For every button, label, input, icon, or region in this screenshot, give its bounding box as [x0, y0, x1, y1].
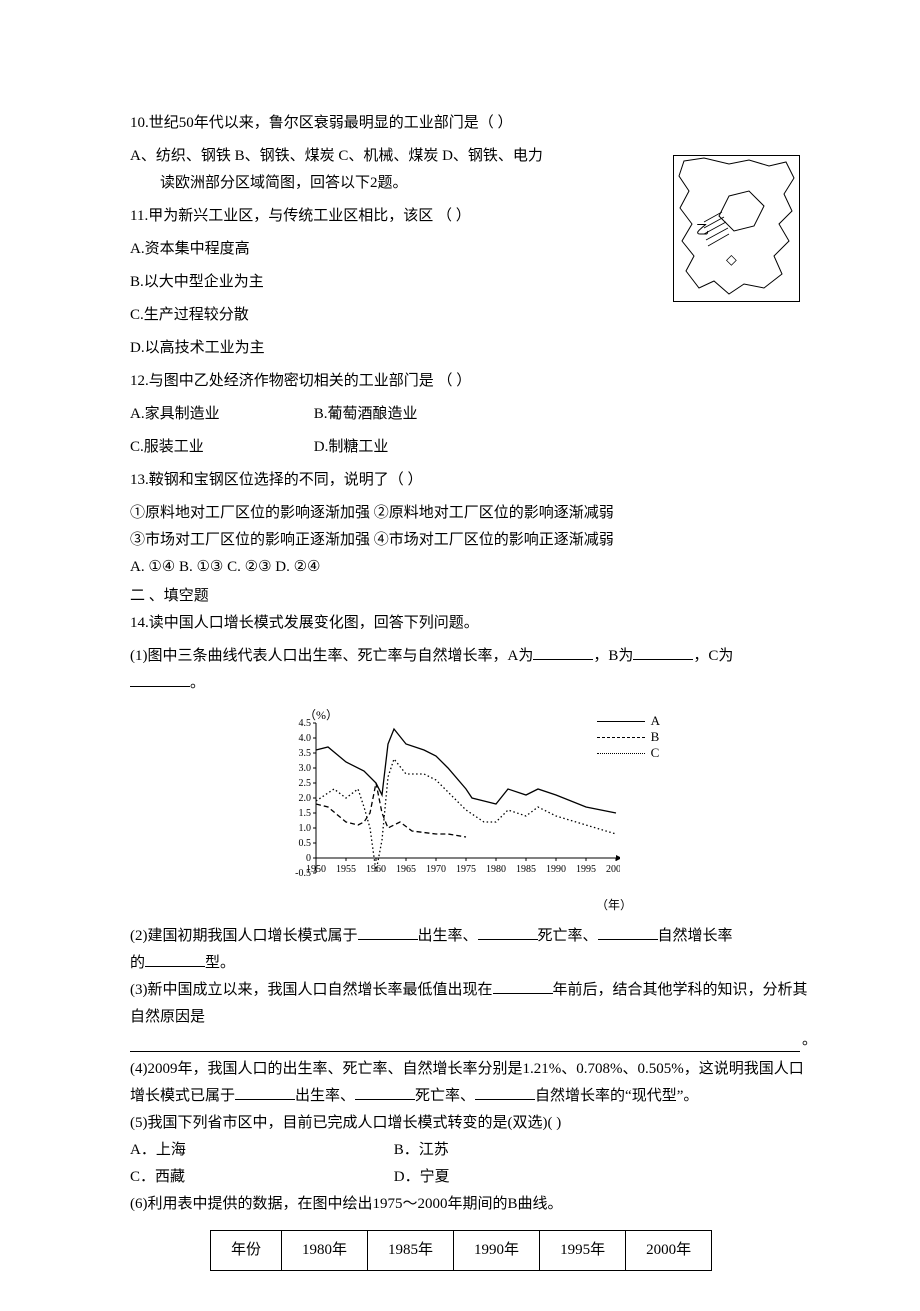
svg-text:1.0: 1.0 [299, 823, 312, 834]
chart-svg: （%）4.54.03.53.02.52.01.51.00.50-0.519501… [280, 707, 620, 897]
blank[interactable] [478, 924, 538, 940]
legend-line-a-icon [597, 721, 645, 722]
table-row: 年份 1980年 1985年 1990年 1995年 2000年 [211, 1230, 712, 1270]
svg-text:2000: 2000 [606, 864, 620, 875]
q14-p4: (4)2009年，我国人口的出生率、死亡率、自然增长率分别是1.21%、0.70… [130, 1056, 810, 1110]
svg-text:1985: 1985 [516, 864, 536, 875]
q14-p5: (5)我国下列省市区中，目前已完成人口增长模式转变的是(双选)( ) [130, 1110, 810, 1137]
europe-map-inset: 乙 ◇ [673, 155, 800, 302]
q14-p2-e: 的 [130, 955, 145, 971]
chart-legend: A B C [597, 713, 660, 761]
q14-text: 14.读中国人口增长模式发展变化图，回答下列问题。 [130, 610, 810, 637]
blank[interactable] [533, 644, 593, 660]
long-blank[interactable] [130, 1033, 800, 1052]
data-table: 年份 1980年 1985年 1990年 1995年 2000年 [210, 1230, 712, 1271]
q14-p2-d: 自然增长率 [658, 928, 733, 944]
q14-p1-end: 。 [190, 675, 205, 691]
q14-p4-b: 出生率、 [295, 1088, 355, 1104]
q14-p1-a: (1)图中三条曲线代表人口出生率、死亡率与自然增长率，A为 [130, 648, 533, 664]
q14-p3-end: 。 [802, 1027, 817, 1054]
svg-text:0.5: 0.5 [299, 838, 312, 849]
q14-p1-c: ，C为 [693, 648, 733, 664]
th-1990: 1990年 [454, 1230, 540, 1270]
q12-opt-a: A.家具制造业 [130, 401, 310, 428]
svg-text:1980: 1980 [486, 864, 506, 875]
q14-p2-a: (2)建国初期我国人口增长模式属于 [130, 928, 358, 944]
q14-p5-b: B．江苏 [394, 1137, 654, 1164]
svg-text:1965: 1965 [396, 864, 416, 875]
legend-line-c-icon [597, 753, 645, 754]
th-1995: 1995年 [540, 1230, 626, 1270]
q12-text: 12.与图中乙处经济作物密切相关的工业部门是 （ ） [130, 368, 810, 395]
svg-text:1955: 1955 [336, 864, 356, 875]
q12-opt-d: D.制糖工业 [314, 434, 494, 461]
q10-text: 10.世纪50年代以来，鲁尔区衰弱最明显的工业部门是（ ） [130, 110, 810, 137]
svg-text:4.5: 4.5 [299, 718, 312, 729]
q14-p6: (6)利用表中提供的数据，在图中绘出1975～2000年期间的B曲线。 [130, 1191, 810, 1218]
q14-p2-f: 型。 [205, 955, 235, 971]
q14-p1: (1)图中三条曲线代表人口出生率、死亡率与自然增长率，A为 ，B为 ，C为 [130, 643, 810, 670]
svg-text:0: 0 [306, 853, 311, 864]
svg-text:1970: 1970 [426, 864, 446, 875]
svg-text:1960: 1960 [366, 864, 386, 875]
q14-p2-c: 死亡率、 [538, 928, 598, 944]
svg-text:4.0: 4.0 [299, 733, 312, 744]
q14-p5-c: C．西藏 [130, 1164, 390, 1191]
blank[interactable] [355, 1084, 415, 1100]
q11-opt-c: C.生产过程较分散 [130, 302, 810, 329]
q14-p4-c: 死亡率、 [415, 1088, 475, 1104]
q12-opt-c: C.服装工业 [130, 434, 310, 461]
th-year: 年份 [211, 1230, 282, 1270]
svg-text:2.0: 2.0 [299, 793, 312, 804]
q14-p3-a: (3)新中国成立以来，我国人口自然增长率最低值出现在 [130, 982, 493, 998]
blank[interactable] [493, 978, 553, 994]
q14-p1-b: ，B为 [593, 648, 633, 664]
blank[interactable] [598, 924, 658, 940]
q13-line1: ①原料地对工厂区位的影响逐渐加强 ②原料地对工厂区位的影响逐渐减弱 [130, 500, 810, 527]
svg-text:1995: 1995 [576, 864, 596, 875]
svg-text:2.5: 2.5 [299, 778, 312, 789]
q13-text: 13.鞍钢和宝钢区位选择的不同，说明了（ ） [130, 467, 810, 494]
svg-text:3.0: 3.0 [299, 763, 312, 774]
svg-text:3.5: 3.5 [299, 748, 312, 759]
section-2-title: 二 、填空题 [130, 583, 810, 610]
q14-p5-d: D．宁夏 [394, 1164, 654, 1191]
svg-text:1.5: 1.5 [299, 808, 312, 819]
blank[interactable] [145, 951, 205, 967]
q14-p2: (2)建国初期我国人口增长模式属于 出生率、 死亡率、 自然增长率 [130, 923, 810, 950]
blank[interactable] [130, 671, 190, 687]
map-diamond-icon: ◇ [726, 253, 737, 268]
th-1985: 1985年 [368, 1230, 454, 1270]
map-yi-label: 乙 [696, 222, 709, 237]
legend-line-b-icon [597, 737, 645, 738]
q14-p5-a: A．上海 [130, 1137, 390, 1164]
q14-p1-trail: 。 [130, 670, 810, 697]
q11-opt-d: D.以高技术工业为主 [130, 335, 810, 362]
q14-p2-trail: 的 型。 [130, 950, 810, 977]
legend-c: C [651, 741, 660, 764]
q14-p2-b: 出生率、 [418, 928, 478, 944]
th-2000: 2000年 [626, 1230, 712, 1270]
map-svg: 乙 ◇ [674, 156, 799, 301]
blank[interactable] [235, 1084, 295, 1100]
q14-p4-d: 自然增长率的“现代型”。 [535, 1088, 698, 1104]
q12-opt-b: B.葡萄酒酿造业 [314, 401, 494, 428]
q14-p3: (3)新中国成立以来，我国人口自然增长率最低值出现在年前后，结合其他学科的知识，… [130, 977, 810, 1031]
population-chart: A B C （%）4.54.03.53.02.52.01.51.00.50-0.… [280, 707, 640, 917]
q13-line2: ③市场对工厂区位的影响正逐渐加强 ④市场对工厂区位的影响正逐渐减弱 [130, 527, 810, 554]
q13-options: A. ①④ B. ①③ C. ②③ D. ②④ [130, 554, 810, 581]
blank[interactable] [358, 924, 418, 940]
blank[interactable] [633, 644, 693, 660]
svg-text:1990: 1990 [546, 864, 566, 875]
blank[interactable] [475, 1084, 535, 1100]
svg-text:1975: 1975 [456, 864, 476, 875]
chart-x-caption: （年） [280, 895, 640, 917]
svg-text:1950: 1950 [306, 864, 326, 875]
th-1980: 1980年 [282, 1230, 368, 1270]
